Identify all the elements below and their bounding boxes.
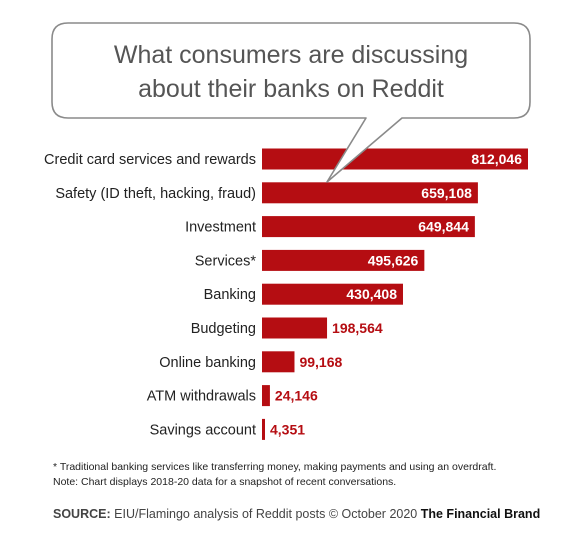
- category-label: Online banking: [159, 355, 256, 371]
- note-text: Note: Chart displays 2018-20 data for a …: [53, 476, 397, 488]
- title-speech-bubble: What consumers are discussing about thei…: [51, 22, 531, 183]
- bars-group: Credit card services and rewards 812,046 S…: [44, 148, 528, 440]
- bar: [262, 385, 270, 407]
- bar: [262, 418, 265, 440]
- value-label: 99,168: [299, 354, 342, 370]
- category-label: Investment: [185, 220, 256, 236]
- value-label: 24,146: [275, 388, 318, 404]
- bar: [262, 249, 425, 271]
- value-label: 659,108: [421, 185, 472, 201]
- speech-bubble-outline: [51, 22, 531, 183]
- value-label: 812,046: [471, 151, 522, 167]
- category-label: Banking: [204, 287, 256, 303]
- category-label: Budgeting: [191, 321, 256, 337]
- footnote-text: * Traditional banking services like tran…: [53, 461, 497, 473]
- value-label: 198,564: [332, 320, 383, 336]
- bar: [262, 283, 403, 305]
- source-line: SOURCE: EIU/Flamingo analysis of Reddit …: [53, 507, 573, 521]
- source-text: EIU/Flamingo analysis of Reddit posts © …: [114, 507, 418, 521]
- chart-title-line-1: What consumers are discussing: [114, 41, 468, 69]
- category-label: Services*: [195, 253, 257, 269]
- value-label: 649,844: [418, 219, 469, 235]
- chart-notes: * Traditional banking services like tran…: [53, 460, 573, 490]
- category-label: ATM withdrawals: [147, 389, 256, 405]
- bar: [262, 317, 328, 339]
- chart-title-line-2: about their banks on Reddit: [138, 75, 444, 103]
- value-label: 430,408: [346, 286, 397, 302]
- value-label: 4,351: [270, 421, 305, 437]
- brand-name: The Financial Brand: [420, 507, 541, 521]
- category-label: Safety (ID theft, hacking, fraud): [55, 186, 256, 202]
- bar: [262, 351, 295, 373]
- value-label: 495,626: [368, 252, 419, 268]
- category-label: Credit card services and rewards: [44, 152, 256, 168]
- source-label: SOURCE:: [53, 507, 111, 521]
- bar: [262, 182, 478, 204]
- bar: [262, 216, 475, 238]
- category-label: Savings account: [150, 422, 256, 438]
- bar: [262, 148, 528, 170]
